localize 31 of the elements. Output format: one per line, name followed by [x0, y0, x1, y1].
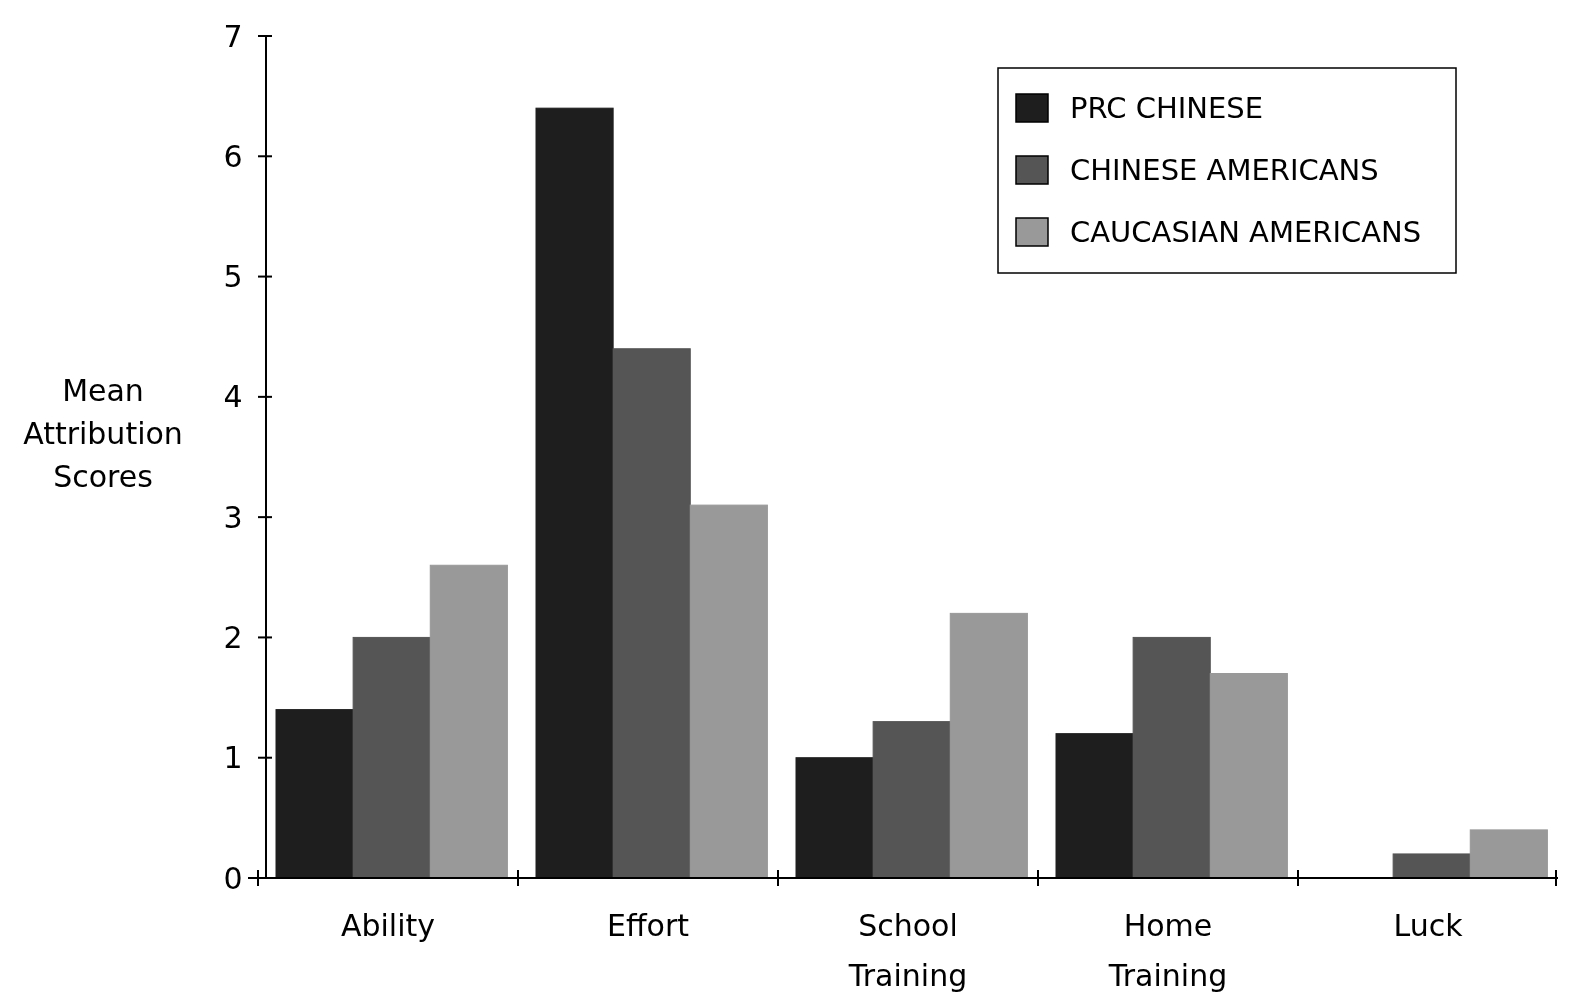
legend-label: CAUCASIAN AMERICANS	[1070, 215, 1422, 250]
bar	[689, 504, 768, 879]
bar	[1132, 636, 1211, 879]
y-tick-label: 4	[223, 379, 243, 415]
y-tick-label: 5	[223, 259, 243, 295]
x-tick-label: School Training	[847, 908, 968, 993]
legend-label: PRC CHINESE	[1070, 91, 1264, 126]
bar	[1392, 853, 1471, 879]
y-tick-label: 3	[223, 499, 243, 535]
y-tick-label: 0	[223, 860, 243, 896]
bar	[352, 636, 431, 879]
y-tick-label: 1	[223, 740, 243, 776]
x-tick-label: Home Training	[1107, 908, 1228, 993]
y-axis-title: Mean Attribution Scores	[23, 373, 183, 494]
legend-label: CHINESE AMERICANS	[1070, 153, 1379, 188]
bar	[872, 721, 951, 879]
y-tick-label: 7	[223, 18, 243, 54]
bar	[429, 564, 508, 879]
bar	[1055, 733, 1134, 879]
bar	[795, 757, 874, 879]
bar	[1209, 673, 1288, 879]
bar	[535, 107, 614, 879]
y-tick-label: 2	[223, 619, 243, 655]
bar	[1469, 829, 1548, 879]
bar	[612, 348, 691, 879]
bar	[275, 709, 354, 879]
x-tick-label: Effort	[606, 908, 690, 943]
x-tick-label: Ability	[340, 908, 436, 943]
y-tick-label: 6	[223, 138, 243, 174]
bar	[949, 612, 1028, 879]
x-tick-label: Luck	[1393, 908, 1464, 943]
